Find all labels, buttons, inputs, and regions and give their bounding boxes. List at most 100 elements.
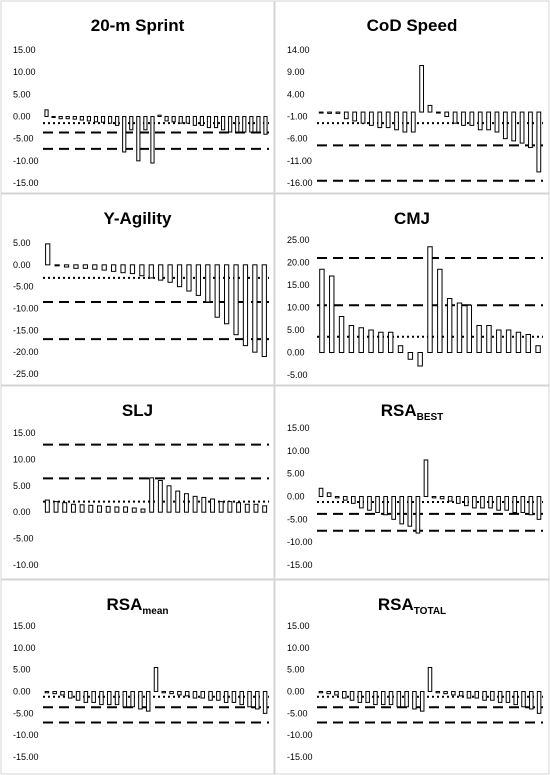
bar <box>529 691 534 710</box>
bar <box>175 490 181 513</box>
bar <box>60 691 65 696</box>
bar <box>388 691 394 706</box>
y-tick-label: 5.00 <box>287 665 305 675</box>
bar <box>504 496 509 511</box>
bar <box>249 116 254 133</box>
bar <box>139 264 145 277</box>
y-tick-label: 5.00 <box>13 481 31 491</box>
bar <box>223 691 229 703</box>
bar <box>466 304 473 353</box>
bar <box>115 116 120 126</box>
bar <box>525 334 531 353</box>
bar <box>129 264 136 275</box>
bar <box>99 691 104 706</box>
bar <box>51 116 56 118</box>
bar <box>431 496 437 499</box>
bar <box>216 691 221 701</box>
y-tick-label: -25.00 <box>13 369 39 379</box>
bar <box>199 116 204 126</box>
bar <box>120 264 126 274</box>
bar <box>486 111 491 131</box>
bar <box>427 666 433 693</box>
bar <box>138 691 143 710</box>
bar <box>192 116 197 126</box>
y-tick-label: -5.00 <box>13 708 34 718</box>
bar <box>97 505 102 513</box>
bar <box>122 691 128 708</box>
y-tick-label: -6.00 <box>287 134 308 144</box>
panel-title: Y-Agility <box>103 209 172 228</box>
bar <box>329 275 335 353</box>
bar <box>528 111 533 149</box>
bar <box>213 116 219 129</box>
y-tick-label: 0.00 <box>287 492 305 502</box>
bar <box>171 116 176 123</box>
bar <box>319 268 325 353</box>
y-tick-label: -10.00 <box>13 730 39 740</box>
bar <box>443 691 448 695</box>
y-tick-label: 15.00 <box>13 428 36 438</box>
bar <box>335 111 341 114</box>
bar <box>512 496 518 513</box>
bar <box>178 116 183 124</box>
bar <box>192 691 198 699</box>
bar <box>262 505 268 513</box>
bar <box>206 116 212 129</box>
panel-0: 20-m Sprint 15.00 10.00 5.00 0.00 -5.00 -10.00… <box>0 0 275 194</box>
panel-4: SLJ 15.00 10.00 5.00 0.00 -5.00 -10.00 <box>0 385 275 580</box>
bar <box>367 496 372 511</box>
bar <box>466 691 472 699</box>
y-tick-label: 0.00 <box>13 507 31 517</box>
bar <box>464 496 469 507</box>
bar <box>54 264 60 267</box>
bar <box>482 691 487 701</box>
bar <box>511 111 517 142</box>
bar <box>208 691 213 701</box>
panel-title-main: RSA <box>381 401 417 420</box>
bar <box>183 493 189 513</box>
bar <box>349 691 355 701</box>
bar <box>65 116 70 120</box>
y-tick-label: 0.00 <box>287 348 305 358</box>
bar <box>106 691 112 706</box>
bar <box>404 691 409 708</box>
panel-5: RSABEST 15.00 10.00 5.00 0.00 -5.00 -10.00 -15.… <box>274 385 550 580</box>
bar <box>452 111 458 124</box>
bar <box>357 691 363 703</box>
bar <box>205 264 211 303</box>
bar <box>536 496 542 520</box>
panel-border <box>274 385 550 580</box>
bar <box>486 325 492 353</box>
bar <box>44 109 49 117</box>
bar <box>233 264 239 336</box>
bar <box>263 116 268 135</box>
bar <box>494 111 500 133</box>
bar <box>244 503 250 513</box>
bar <box>352 111 358 122</box>
y-tick-label: -15.00 <box>13 752 39 762</box>
y-tick-label: 0.00 <box>287 687 305 697</box>
bar <box>513 691 518 706</box>
panel-title: CoD Speed <box>367 16 458 35</box>
bar <box>82 264 88 269</box>
bar <box>92 264 98 270</box>
bar <box>451 691 456 696</box>
y-tick-label: 10.00 <box>287 303 310 313</box>
bar <box>318 111 324 114</box>
bar <box>242 116 247 133</box>
bar <box>385 111 391 129</box>
bar <box>79 116 84 121</box>
bar <box>528 496 534 516</box>
bar <box>185 116 190 124</box>
bar <box>88 504 94 513</box>
bar <box>214 264 220 318</box>
bar <box>129 116 134 131</box>
y-tick-label: 5.00 <box>287 325 305 335</box>
bar <box>86 116 91 122</box>
bar <box>201 496 207 513</box>
y-tick-label: 10.00 <box>13 643 36 653</box>
y-tick-label: 20.00 <box>287 258 310 268</box>
bar <box>247 691 252 708</box>
y-tick-label: -10.00 <box>13 156 39 166</box>
bar <box>472 496 477 509</box>
